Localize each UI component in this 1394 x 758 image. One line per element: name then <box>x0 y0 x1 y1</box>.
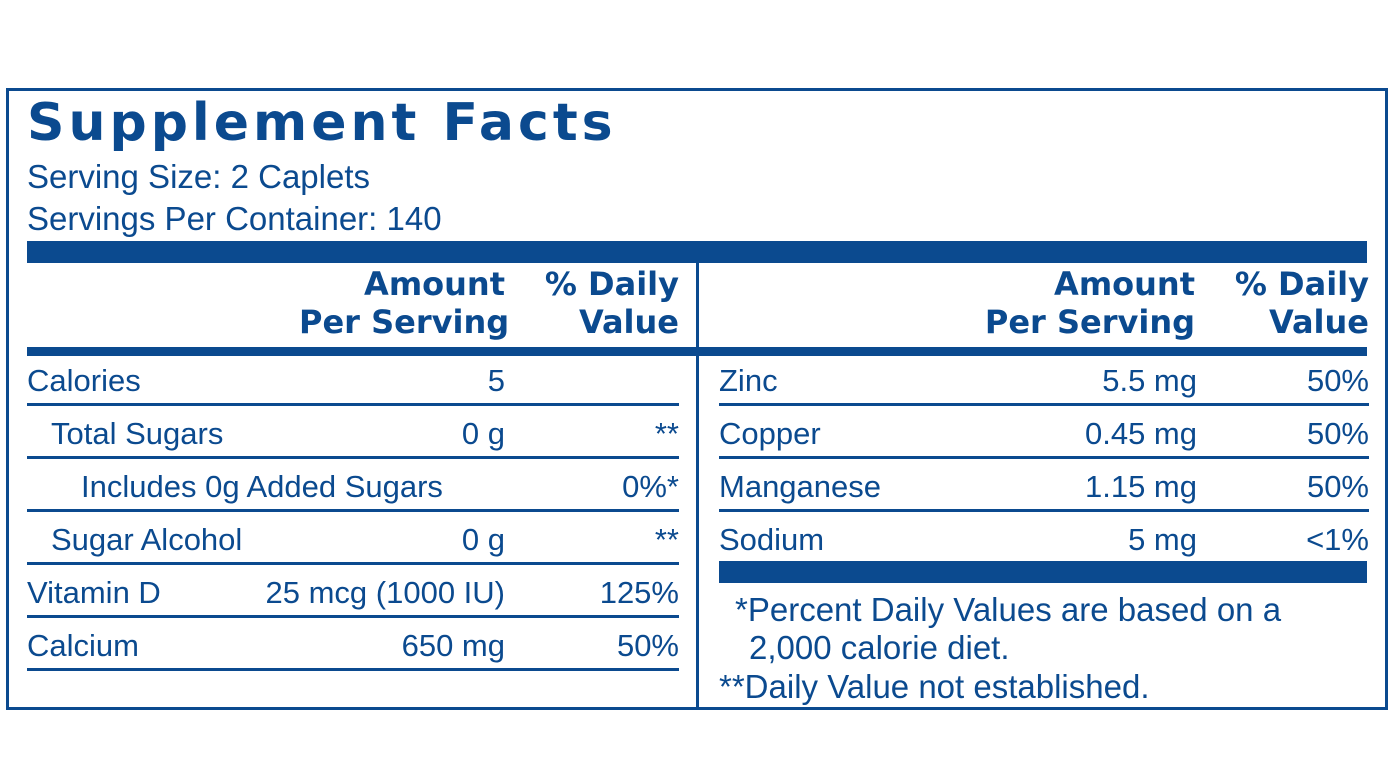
amount-header-line2: Per Serving <box>299 303 510 341</box>
nutrient-name: Manganese <box>719 469 882 504</box>
nutrient-amount: 650 mg <box>401 628 505 663</box>
column-divider <box>696 263 699 707</box>
nutrient-name: Sugar Alcohol <box>51 522 243 557</box>
table-row: Copper 0.45 mg 50% <box>719 409 1369 459</box>
left-dv-header: % Daily Value <box>529 265 679 341</box>
amount-header-line2: Per Serving <box>984 303 1195 341</box>
nutrient-name: Zinc <box>719 363 778 398</box>
table-row: Sugar Alcohol 0 g ** <box>27 515 679 565</box>
dv-header-line1: % Daily <box>1234 265 1369 303</box>
amount-header-line1: Amount <box>364 265 505 303</box>
nutrient-daily-value: ** <box>654 522 679 557</box>
nutrient-amount: 5 mg <box>1128 522 1197 557</box>
nutrient-amount: 5 <box>487 363 505 398</box>
nutrient-name: Total Sugars <box>51 416 224 451</box>
amount-header-line1: Amount <box>1054 265 1195 303</box>
dv-header-line1: % Daily <box>544 265 679 303</box>
right-amount-header: Amount Per Serving <box>969 265 1195 341</box>
nutrient-daily-value: 50% <box>1306 363 1369 398</box>
nutrient-name: Includes 0g Added Sugars <box>81 469 443 504</box>
serving-size: Serving Size: 2 Caplets <box>27 158 371 195</box>
table-row: Zinc 5.5 mg 50% <box>719 356 1369 406</box>
table-row: Calcium 650 mg 50% <box>27 621 679 671</box>
nutrient-amount: 5.5 mg <box>1102 363 1197 398</box>
nutrient-daily-value: 0%* <box>622 469 679 504</box>
panel-title: Supplement Facts <box>27 93 617 153</box>
nutrient-daily-value: 50% <box>1306 469 1369 504</box>
nutrient-daily-value: <1% <box>1306 522 1369 557</box>
nutrient-name: Copper <box>719 416 821 451</box>
left-amount-header: Amount Per Serving <box>299 265 510 341</box>
footnote-not-established: **Daily Value not established. <box>719 668 1150 705</box>
supplement-facts-panel: Supplement Facts Serving Size: 2 Caplets… <box>6 88 1388 710</box>
left-header-rule <box>27 347 696 356</box>
nutrient-daily-value: 125% <box>599 575 679 610</box>
nutrient-name: Calories <box>27 363 141 398</box>
nutrient-daily-value: 50% <box>1306 416 1369 451</box>
dv-header-line2: Value <box>578 303 679 341</box>
table-row: Includes 0g Added Sugars 0%* <box>27 462 679 512</box>
nutrient-daily-value: 50% <box>616 628 679 663</box>
footnote-rule <box>719 561 1367 583</box>
nutrient-amount: 0 g <box>461 522 505 557</box>
nutrient-amount: 25 mcg (1000 IU) <box>265 575 506 610</box>
table-row: Calories 5 <box>27 356 679 406</box>
thick-rule <box>27 241 1367 263</box>
footnote-percent-line2: 2,000 calorie diet. <box>749 629 1010 666</box>
right-header-rule <box>699 347 1367 356</box>
footnote-percent-line1: *Percent Daily Values are based on a <box>735 591 1282 628</box>
nutrient-name: Vitamin D <box>27 575 161 610</box>
servings-per-container: Servings Per Container: 140 <box>27 200 442 237</box>
table-row: Sodium 5 mg <1% <box>719 515 1369 565</box>
table-row: Total Sugars 0 g ** <box>27 409 679 459</box>
dv-header-line2: Value <box>1268 303 1369 341</box>
nutrient-amount: 0.45 mg <box>1084 416 1197 451</box>
nutrient-name: Sodium <box>719 522 825 557</box>
table-row: Manganese 1.15 mg 50% <box>719 462 1369 512</box>
nutrient-daily-value: ** <box>654 416 679 451</box>
right-dv-header: % Daily Value <box>1219 265 1369 341</box>
nutrient-amount: 1.15 mg <box>1084 469 1197 504</box>
nutrient-amount: 0 g <box>461 416 505 451</box>
table-row: Vitamin D 25 mcg (1000 IU) 125% <box>27 568 679 618</box>
nutrient-name: Calcium <box>27 628 139 663</box>
